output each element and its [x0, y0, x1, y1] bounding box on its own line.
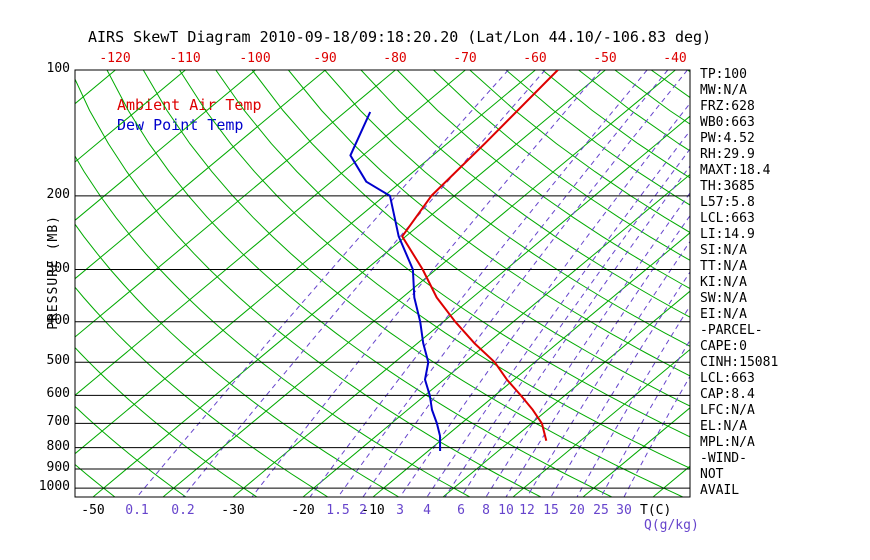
mixing-ratio-tick: 25 [593, 503, 609, 518]
bottom-temp-tick: -20 [291, 503, 315, 518]
mixing-ratio-lines [136, 70, 690, 497]
stats-line: KI:N/A [700, 275, 747, 290]
stats-line: PW:4.52 [700, 131, 755, 146]
stats-line: LI:14.9 [700, 227, 755, 242]
stats-line: EI:N/A [700, 307, 747, 322]
mixing-unit-label: Q(g/kg) [644, 518, 699, 533]
mixing-ratio-tick: 2 [359, 503, 367, 518]
top-temp-tick: -50 [593, 51, 617, 66]
pressure-tick: 200 [46, 187, 70, 202]
mixing-ratio-tick: 6 [457, 503, 465, 518]
stats-line: MPL:N/A [700, 435, 755, 450]
stats-line: CAPE:0 [700, 339, 747, 354]
top-temp-tick: -60 [523, 51, 547, 66]
mixing-ratio-tick: 20 [569, 503, 585, 518]
stats-line: NOT [700, 467, 724, 482]
stats-line: SW:N/A [700, 291, 747, 306]
temp-unit-label: T(C) [640, 503, 672, 518]
mixing-ratio-tick: 3 [396, 503, 404, 518]
isobar-lines [74, 69, 691, 498]
mixing-ratio-tick: 10 [498, 503, 514, 518]
pressure-tick: 500 [46, 353, 70, 368]
pressure-tick: 600 [46, 386, 70, 401]
mixing-ratio-tick: 0.1 [125, 503, 149, 518]
stats-line: TH:3685 [700, 179, 755, 194]
stats-line: MAXT:18.4 [700, 163, 771, 178]
stats-line: TT:N/A [700, 259, 747, 274]
mixing-ratio-tick: 4 [423, 503, 431, 518]
bottom-temp-tick: -10 [361, 503, 385, 518]
pressure-tick: 700 [46, 414, 70, 429]
stats-line: CAP:8.4 [700, 387, 755, 402]
stats-line: MW:N/A [700, 83, 747, 98]
stats-line: EL:N/A [700, 419, 747, 434]
stats-line: LCL:663 [700, 211, 755, 226]
ambient-air-temp-curve [401, 70, 559, 441]
stats-line: LCL:663 [700, 371, 755, 386]
stats-line: LFC:N/A [700, 403, 755, 418]
stats-line: FRZ:628 [700, 99, 755, 114]
top-temp-tick: -110 [169, 51, 201, 66]
pressure-tick: 1000 [38, 479, 70, 494]
top-temp-tick: -80 [383, 51, 407, 66]
stats-line: SI:N/A [700, 243, 747, 258]
pressure-tick: 800 [46, 439, 70, 454]
mixing-ratio-tick: 0.2 [171, 503, 195, 518]
pressure-tick: 400 [46, 313, 70, 328]
mixing-ratio-tick: 8 [482, 503, 490, 518]
dew-point-temp-curve [349, 111, 442, 452]
pressure-tick: 300 [46, 261, 70, 276]
mixing-ratio-tick: 15 [543, 503, 559, 518]
stats-line: TP:100 [700, 67, 747, 82]
stats-line: -PARCEL- [700, 323, 763, 338]
stats-line: -WIND- [700, 451, 747, 466]
mixing-ratio-tick: 1.5 [326, 503, 350, 518]
stats-line: WB0:663 [700, 115, 755, 130]
top-temp-tick: -90 [313, 51, 337, 66]
mixing-ratio-tick: 12 [519, 503, 535, 518]
stats-line: RH:29.9 [700, 147, 755, 162]
chart-title: AIRS SkewT Diagram 2010-09-18/09:18:20.2… [88, 28, 712, 46]
legend-temp-label: Ambient Air Temp [117, 96, 262, 114]
stats-line: L57:5.8 [700, 195, 755, 210]
pressure-tick: 900 [46, 460, 70, 475]
mixing-ratio-tick: 30 [616, 503, 632, 518]
bottom-temp-tick: -30 [221, 503, 245, 518]
bottom-temp-tick: -50 [81, 503, 105, 518]
dry-adiabat-lines [75, 70, 690, 497]
stats-line: AVAIL [700, 483, 740, 498]
top-temp-tick: -40 [663, 51, 687, 66]
top-temp-tick: -100 [239, 51, 271, 66]
stats-line: CINH:15081 [700, 355, 779, 370]
pressure-tick: 100 [46, 61, 70, 76]
top-temp-tick: -120 [99, 51, 131, 66]
top-temp-tick: -70 [453, 51, 477, 66]
legend-dew-label: Dew Point Temp [117, 116, 244, 134]
